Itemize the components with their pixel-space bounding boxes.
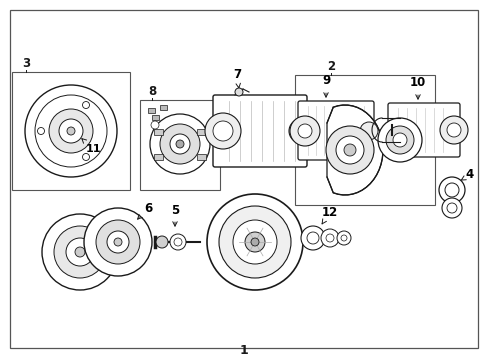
Text: 6: 6 xyxy=(138,202,152,219)
Circle shape xyxy=(49,109,93,153)
Circle shape xyxy=(35,95,107,167)
Circle shape xyxy=(42,214,118,290)
Circle shape xyxy=(326,234,334,242)
Bar xyxy=(140,100,220,190)
Bar xyxy=(152,115,159,120)
Circle shape xyxy=(321,229,339,247)
FancyBboxPatch shape xyxy=(298,101,374,160)
Circle shape xyxy=(378,118,422,162)
Text: 4: 4 xyxy=(461,168,474,181)
Circle shape xyxy=(337,231,351,245)
Circle shape xyxy=(213,121,233,141)
FancyBboxPatch shape xyxy=(213,95,307,167)
Circle shape xyxy=(289,119,313,143)
Text: 12: 12 xyxy=(322,206,338,224)
Circle shape xyxy=(445,183,459,197)
Text: 7: 7 xyxy=(233,68,241,88)
Circle shape xyxy=(151,121,159,129)
Circle shape xyxy=(82,102,90,108)
Circle shape xyxy=(447,123,461,137)
Text: 2: 2 xyxy=(327,60,335,73)
Circle shape xyxy=(393,133,407,147)
Text: 9: 9 xyxy=(322,75,330,97)
Circle shape xyxy=(170,134,190,154)
Circle shape xyxy=(150,114,210,174)
Bar xyxy=(148,108,155,113)
Circle shape xyxy=(160,124,200,164)
Circle shape xyxy=(386,126,414,154)
Circle shape xyxy=(75,247,85,257)
Circle shape xyxy=(54,226,106,278)
Circle shape xyxy=(170,234,186,250)
Circle shape xyxy=(174,238,182,246)
Circle shape xyxy=(360,122,378,140)
Circle shape xyxy=(344,144,356,156)
Circle shape xyxy=(207,194,303,290)
Text: 10: 10 xyxy=(410,77,426,99)
Circle shape xyxy=(38,127,45,135)
Circle shape xyxy=(66,238,94,266)
Circle shape xyxy=(440,116,468,144)
Circle shape xyxy=(233,220,277,264)
Circle shape xyxy=(219,206,291,278)
Circle shape xyxy=(114,238,122,246)
Bar xyxy=(295,75,435,205)
Circle shape xyxy=(245,232,265,252)
Circle shape xyxy=(251,238,259,246)
Circle shape xyxy=(176,140,184,148)
Bar xyxy=(197,129,206,135)
Text: 5: 5 xyxy=(171,203,179,226)
Circle shape xyxy=(96,220,140,264)
Text: 1: 1 xyxy=(240,343,248,356)
Text: 11: 11 xyxy=(82,139,101,154)
Circle shape xyxy=(67,127,75,135)
Circle shape xyxy=(84,208,152,276)
Circle shape xyxy=(336,136,364,164)
Circle shape xyxy=(447,203,457,213)
Circle shape xyxy=(301,226,325,250)
Bar xyxy=(154,129,163,135)
Circle shape xyxy=(25,85,117,177)
Bar xyxy=(12,72,130,190)
Polygon shape xyxy=(327,105,383,195)
Circle shape xyxy=(295,125,307,137)
Bar xyxy=(154,153,163,159)
Circle shape xyxy=(107,231,129,253)
Circle shape xyxy=(290,116,320,146)
Circle shape xyxy=(442,198,462,218)
Circle shape xyxy=(326,126,374,174)
Circle shape xyxy=(307,232,319,244)
Circle shape xyxy=(205,113,241,149)
Circle shape xyxy=(156,236,168,248)
Bar xyxy=(197,153,206,159)
Circle shape xyxy=(59,119,83,143)
Text: 8: 8 xyxy=(148,85,156,98)
Circle shape xyxy=(439,177,465,203)
Text: 3: 3 xyxy=(22,57,30,70)
Circle shape xyxy=(341,235,347,241)
Circle shape xyxy=(298,124,312,138)
Bar xyxy=(160,105,167,110)
FancyBboxPatch shape xyxy=(388,103,460,157)
Circle shape xyxy=(235,88,243,96)
Circle shape xyxy=(82,153,90,161)
